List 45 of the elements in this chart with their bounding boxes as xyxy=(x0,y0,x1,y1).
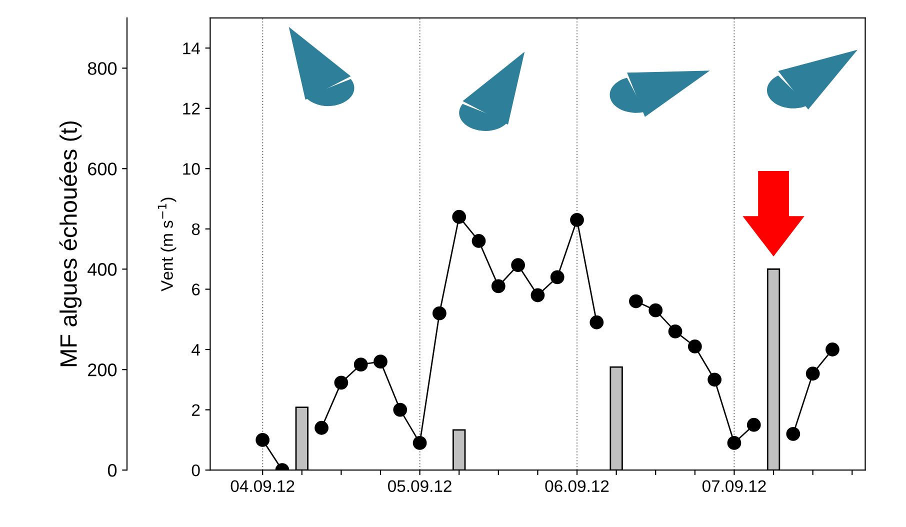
point xyxy=(256,432,270,447)
point xyxy=(334,376,348,390)
y-tick-label: 4 xyxy=(192,344,200,356)
point xyxy=(550,270,564,284)
point xyxy=(511,258,526,272)
point xyxy=(530,288,545,302)
point xyxy=(590,315,604,330)
point xyxy=(393,402,408,417)
point xyxy=(374,354,388,369)
y2-tick-label: 800 xyxy=(88,62,117,75)
y-tick-label: 14 xyxy=(183,42,200,54)
point xyxy=(570,212,584,227)
point xyxy=(629,294,643,308)
y-tick-label: 2 xyxy=(192,404,200,416)
x-tick-label: 07.09.12 xyxy=(702,480,766,492)
point xyxy=(412,436,427,450)
point xyxy=(668,324,682,338)
y-tick-label: 0 xyxy=(192,464,200,476)
y2-axis-title: MF algues échouées (t) xyxy=(59,121,82,366)
point xyxy=(688,340,702,354)
point xyxy=(806,366,820,381)
x-tick-label: 05.09.12 xyxy=(388,480,452,492)
y-tick-label: 10 xyxy=(183,163,200,175)
x-tick-label: 04.09.12 xyxy=(230,480,294,492)
y2-tick-label: 600 xyxy=(88,162,117,176)
point xyxy=(472,234,486,248)
point xyxy=(354,358,368,372)
y-axis-title: Vent (m s$^{−1}$) xyxy=(158,198,176,292)
y2-tick-label: 400 xyxy=(88,263,117,276)
y2-tick-label: 200 xyxy=(88,364,117,376)
point xyxy=(786,426,800,441)
point xyxy=(746,418,761,432)
x-tick-label: 06.09.12 xyxy=(545,480,609,492)
point xyxy=(491,279,506,294)
point xyxy=(708,372,722,387)
point xyxy=(648,303,663,318)
point xyxy=(314,420,328,435)
y2-tick-label: 0 xyxy=(108,464,117,477)
y-tick-label: 6 xyxy=(192,284,200,296)
y-tick-label: 8 xyxy=(192,223,200,236)
point xyxy=(826,342,840,356)
point xyxy=(452,210,466,224)
y-tick-label: 12 xyxy=(183,102,200,114)
point xyxy=(727,436,742,450)
point xyxy=(432,306,446,320)
